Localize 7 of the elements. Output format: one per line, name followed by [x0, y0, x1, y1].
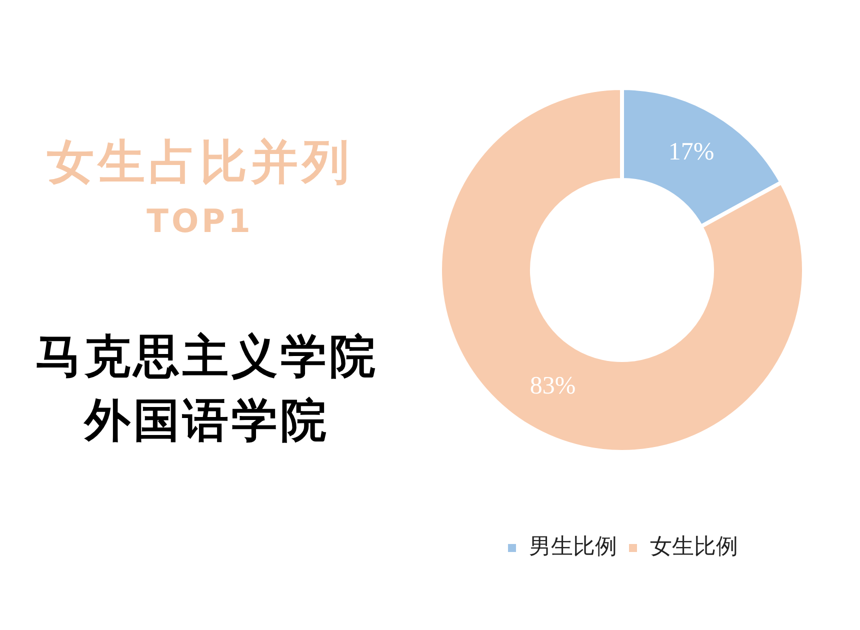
text: 外国语学院	[82, 392, 330, 449]
text: 女生占比并列 TOP1	[46, 134, 354, 242]
text: 马克思主义学院	[34, 328, 380, 385]
legend-label: 女生比例	[650, 534, 738, 560]
data-label: 17%	[668, 138, 714, 166]
data-label: 83%	[530, 372, 576, 400]
legend-label: 男生比例	[529, 534, 617, 560]
